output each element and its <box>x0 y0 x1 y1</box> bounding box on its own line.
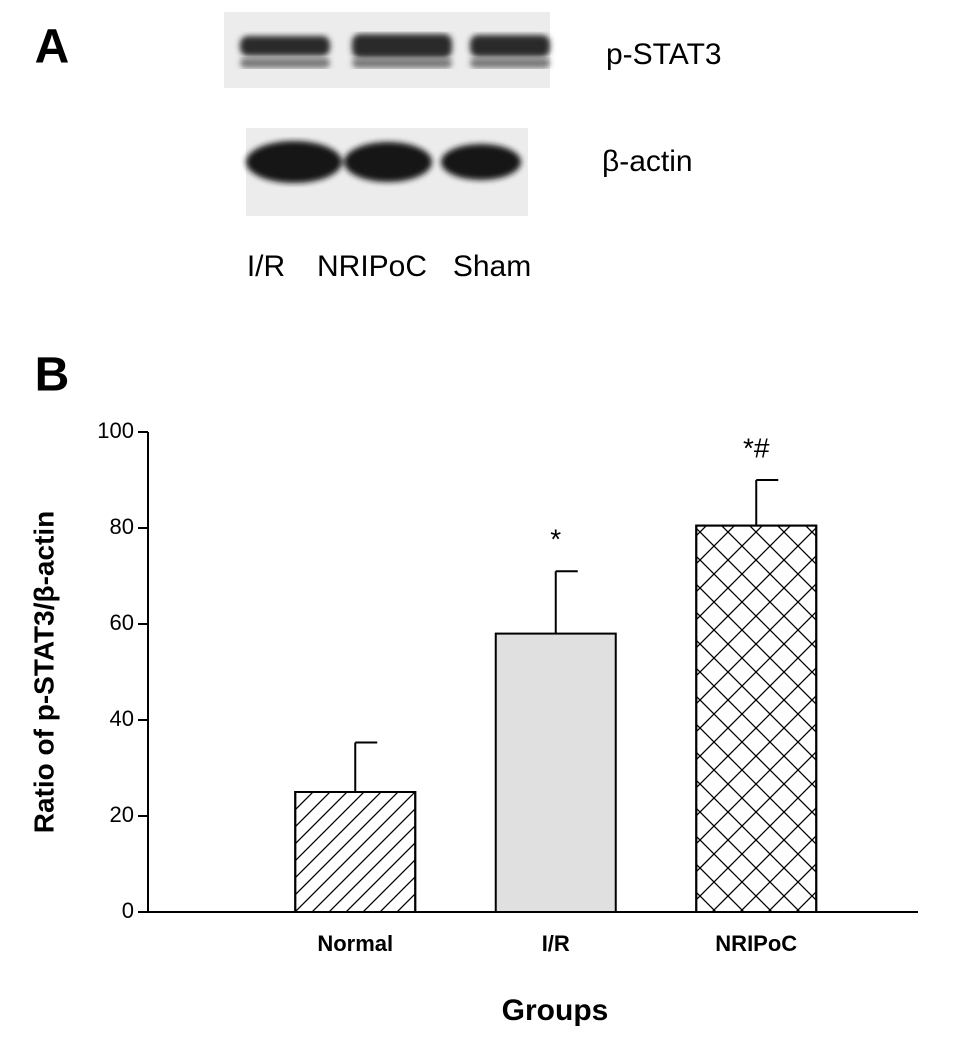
y-tick-label: 100 <box>97 418 134 443</box>
lane-label: Sham <box>453 250 531 283</box>
y-tick-label: 0 <box>122 898 134 923</box>
x-tick-label: I/R <box>542 931 570 956</box>
annotation: * <box>550 524 561 555</box>
y-tick-label: 80 <box>110 514 134 539</box>
x-tick-label: Normal <box>317 931 393 956</box>
blot-beta-actin <box>246 128 528 216</box>
annotation: *# <box>743 432 770 463</box>
bar-hatch <box>695 524 818 913</box>
bar <box>494 632 617 913</box>
panel-label: A <box>35 21 70 74</box>
y-tick-label: 40 <box>110 706 134 731</box>
blot-p-stat3 <box>224 12 550 88</box>
y-tick-label: 20 <box>110 802 134 827</box>
lane-label: I/R <box>247 250 285 283</box>
lane-label: NRIPoC <box>317 250 427 283</box>
x-axis-label: Groups <box>502 994 609 1027</box>
y-tick-label: 60 <box>110 610 134 635</box>
panel-label: B <box>35 349 70 402</box>
x-tick-label: NRIPoC <box>715 931 797 956</box>
y-axis-label: Ratio of p-STAT3/β-actin <box>28 511 59 833</box>
band-label: β-actin <box>602 145 693 178</box>
band-label: p-STAT3 <box>606 38 722 71</box>
bar-hatch <box>294 791 417 913</box>
